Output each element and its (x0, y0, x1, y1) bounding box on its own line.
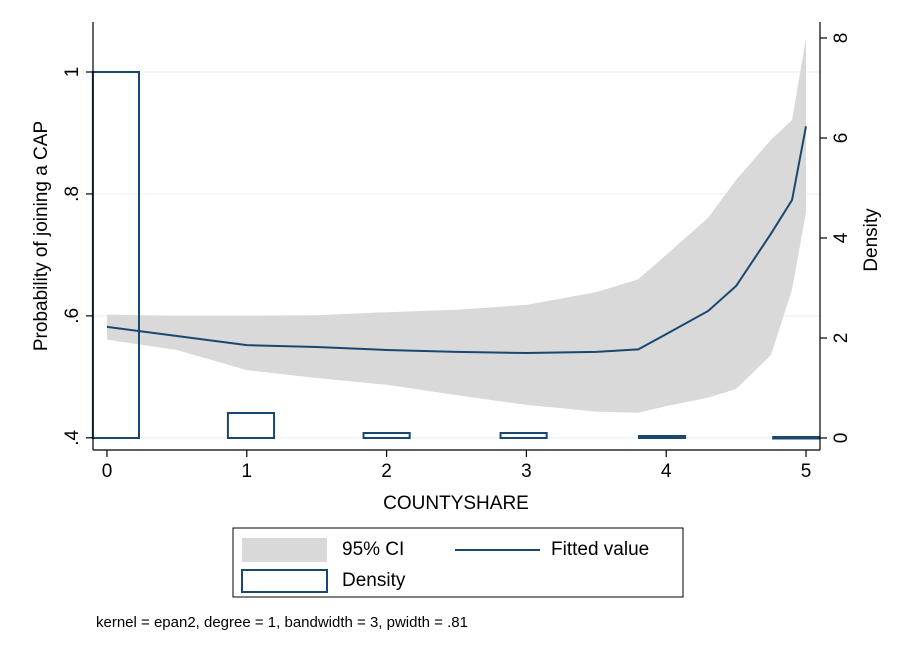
legend-swatch (242, 538, 327, 562)
x-tick-label: 2 (381, 461, 392, 482)
y2-tick-label: 4 (831, 232, 852, 243)
x-tick-label: 4 (661, 461, 672, 482)
y2-tick-label: 2 (831, 333, 852, 344)
density-bar (637, 435, 687, 439)
density-bar (362, 432, 411, 439)
density-bar (499, 432, 548, 439)
note: kernel = epan2, degree = 1, bandwidth = … (96, 614, 468, 631)
ci-area (106, 37, 807, 413)
y-tick-label: .4 (62, 429, 83, 445)
x-axis-title: COUNTYSHARE (383, 493, 529, 514)
legend-swatch (241, 569, 328, 593)
legend-label: 95% CI (342, 539, 404, 560)
fitted-line (106, 126, 808, 355)
y2-axis-title: Density (861, 208, 882, 272)
x-tick-label: 1 (241, 461, 252, 482)
y-tick-label: .6 (62, 308, 83, 324)
density-bar (226, 412, 276, 439)
y-tick-label: 1 (62, 67, 83, 78)
x-tick-label: 5 (801, 461, 812, 482)
y-axis-title: Probability of joining a CAP (31, 121, 52, 351)
y2-tick-label: 6 (831, 133, 852, 144)
y-tick-label: .8 (62, 186, 83, 202)
x-tick-label: 3 (521, 461, 532, 482)
y2-tick-label: 8 (831, 33, 852, 44)
plot-area (91, 37, 821, 440)
legend-label: Density (342, 570, 406, 591)
x-tick-label: 0 (102, 461, 113, 482)
y2-tick-label: 0 (831, 433, 852, 444)
legend-label: Fitted value (551, 539, 649, 560)
density-bar (772, 436, 821, 440)
